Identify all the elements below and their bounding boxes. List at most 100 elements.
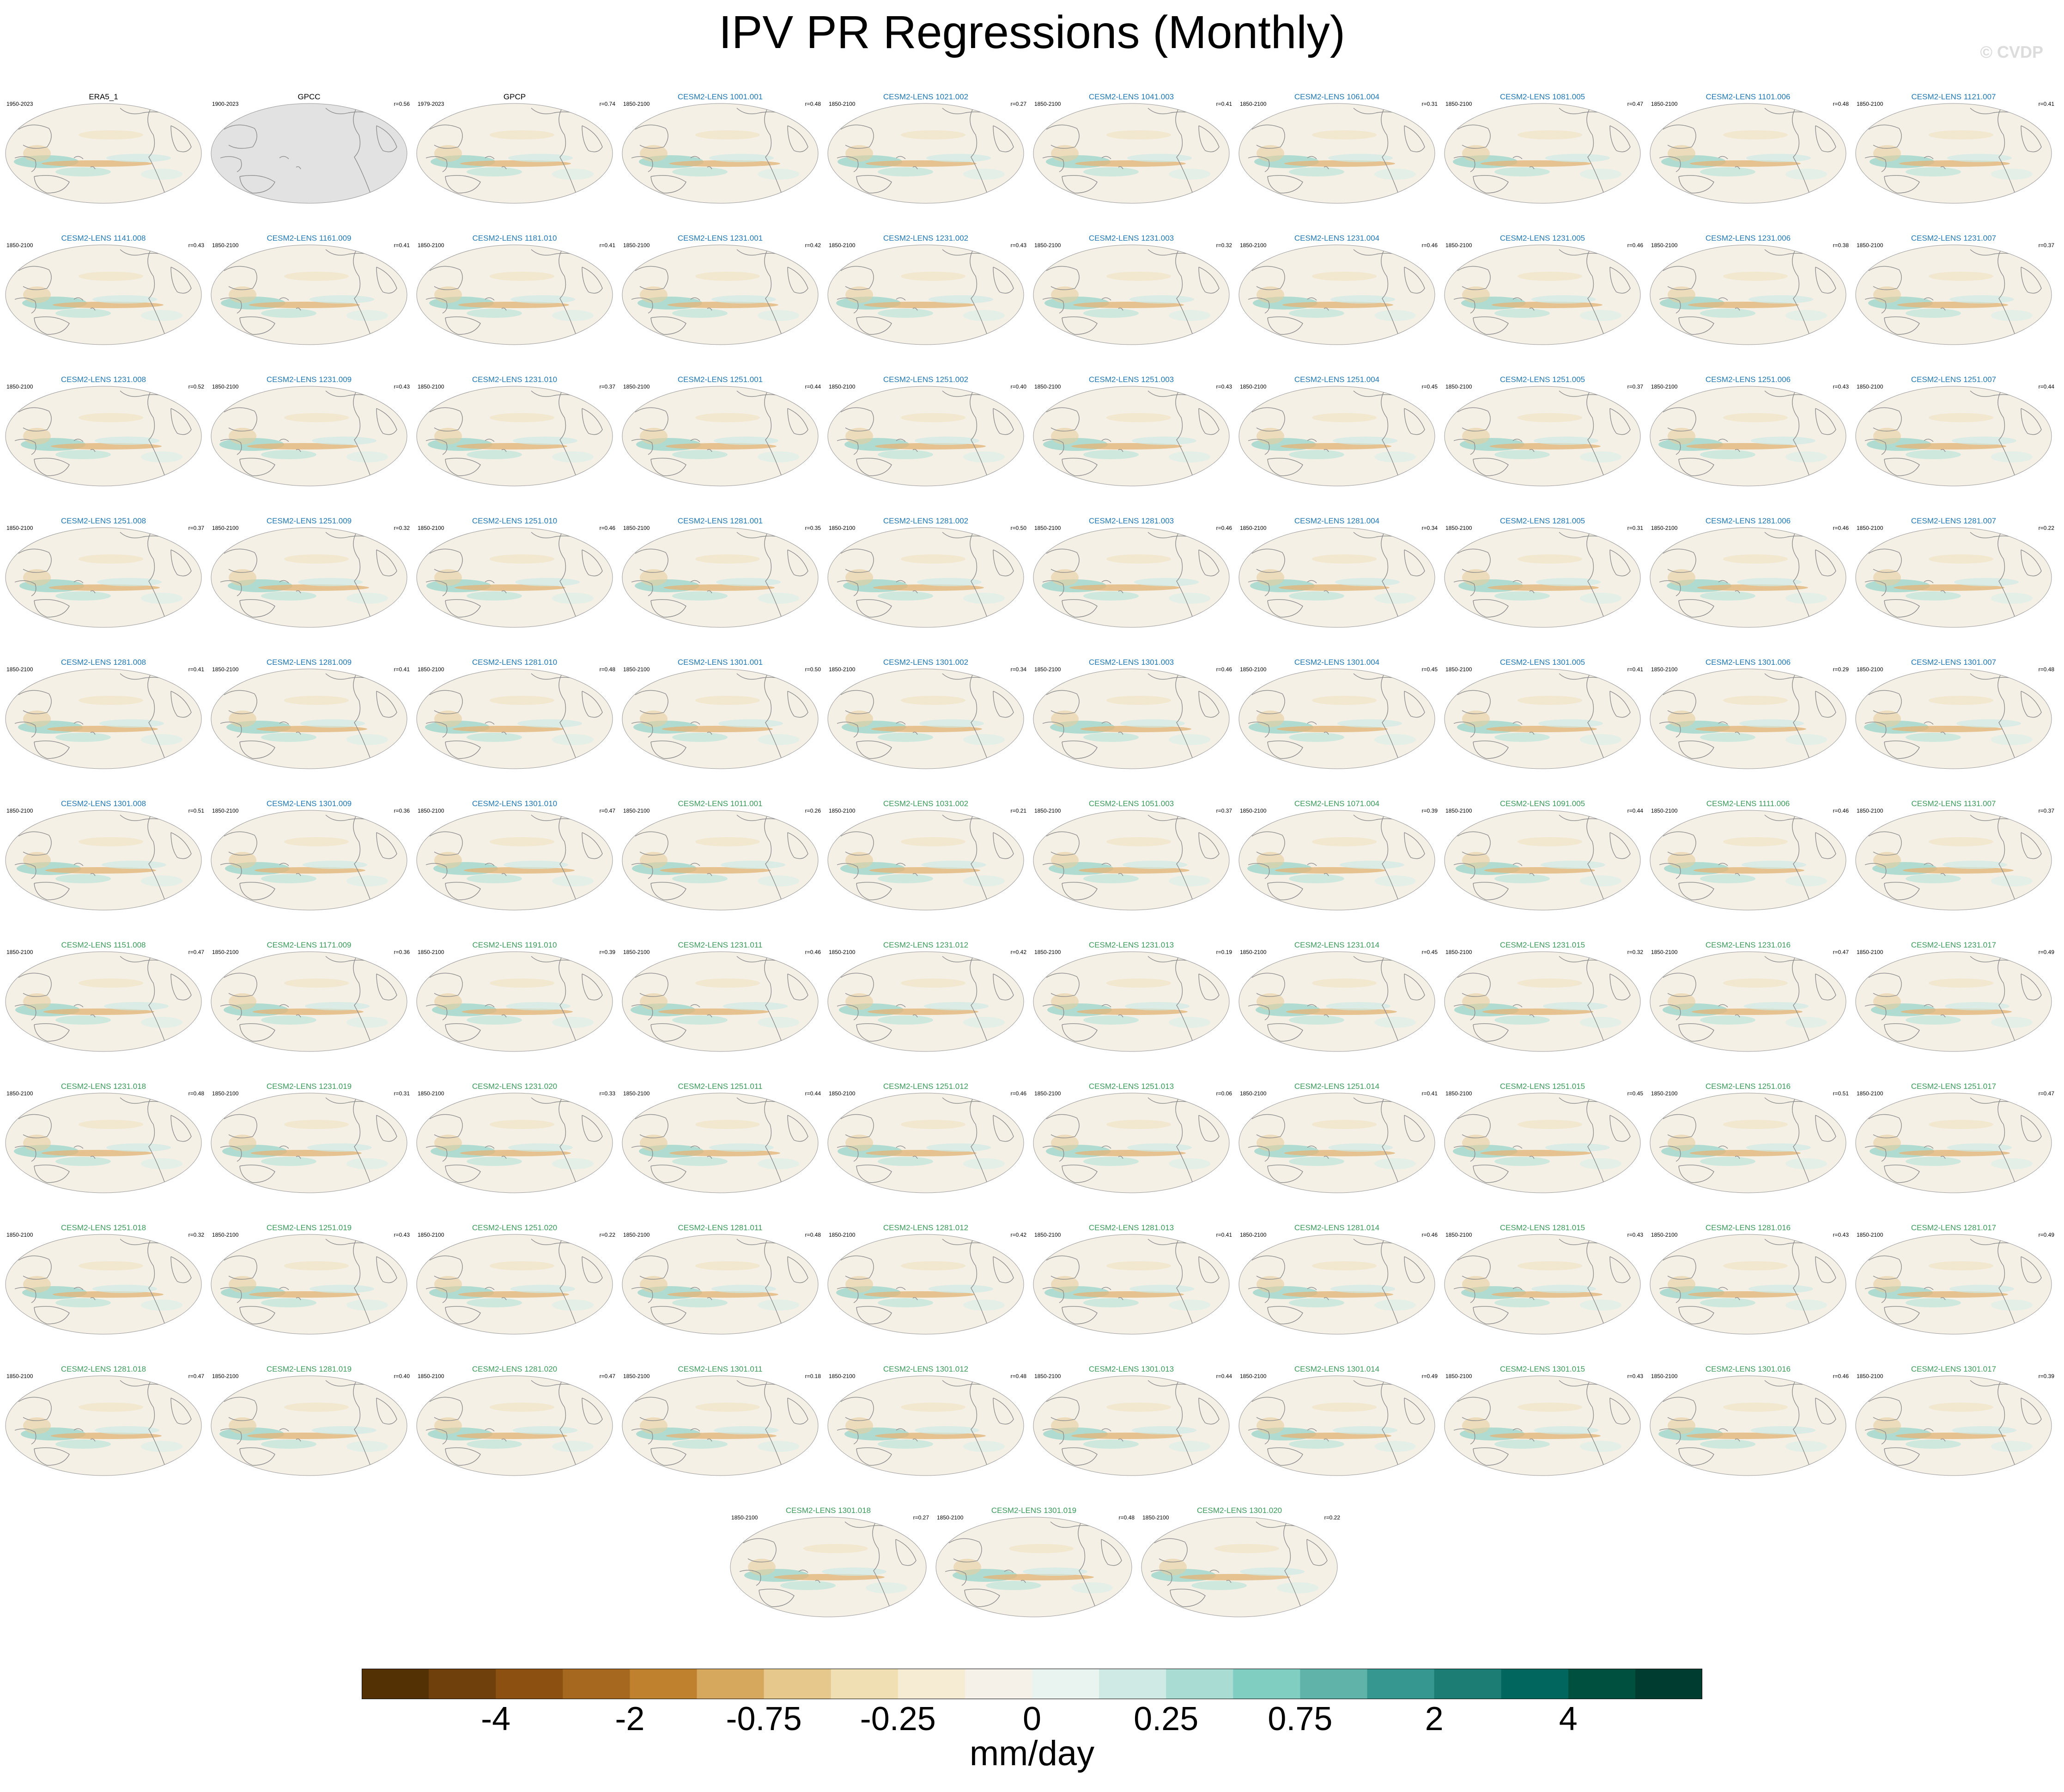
regression-shading [247,1433,358,1439]
coastline [1473,458,1509,476]
coastline [1404,832,1425,859]
regression-shading [1275,867,1386,874]
coastline [485,438,495,442]
regression-shading [467,1015,522,1025]
coastline [353,248,372,339]
regression-shading [79,696,143,705]
coastline [147,814,167,905]
coastline [787,832,808,859]
map-border [416,527,613,628]
map-border [5,951,202,1052]
coastline [1323,1014,1329,1018]
regression-shading [1737,578,1802,586]
coastline [635,548,668,573]
coastline [840,1255,874,1280]
coastline [1267,599,1303,618]
coastline [1940,873,1946,876]
panel-title: CESM2-LENS 1021.002 [883,92,969,101]
panel-title: CESM2-LENS 1111.006 [1706,799,1790,808]
regression-shading [1700,733,1755,742]
map-border [5,244,202,345]
panel-pattern-correlation: r=0.32 [1216,242,1232,249]
panel-pattern-correlation: r=0.51 [1833,1090,1849,1097]
regression-shading [723,1002,788,1010]
panel-pattern-correlation: r=0.32 [1627,949,1643,955]
map-border [1855,527,2052,628]
map-plot [211,244,407,345]
map-plot [1238,1234,1435,1335]
colorbar-segment [1300,1669,1367,1699]
regression-shading [467,1440,522,1449]
coastline [1792,107,1811,198]
panel-title: CESM2-LENS 1251.004 [1294,375,1380,384]
regression-shading [506,1002,571,1010]
regression-shading [901,130,965,140]
coastline [582,267,603,294]
coastline [650,175,686,194]
coastline [1663,972,1696,997]
coastline [650,1165,686,1183]
regression-shading [1543,1002,1608,1010]
coastline [1512,438,1523,442]
coastline [1175,672,1195,763]
coastline [993,1256,1014,1283]
map-panel: CESM2-LENS 1051.003 1850-2100 r=0.37 [1030,799,1233,938]
coastline [220,1146,242,1162]
coastline [34,175,70,194]
panel-pattern-correlation: r=0.37 [1216,808,1232,814]
panel-title: CESM2-LENS 1281.016 [1705,1223,1791,1232]
regression-shading [963,1441,1005,1452]
regression-shading [1326,1002,1390,1010]
panel-period: 1850-2100 [1034,1232,1061,1238]
panel-period: 1850-2100 [1857,383,1883,390]
coastline [1924,580,1934,583]
coastline [1718,721,1728,725]
coastline [429,407,463,431]
panel-period: 1850-2100 [212,242,239,249]
map-panel: CESM2-LENS 1281.020 1850-2100 r=0.47 [413,1365,616,1503]
regression-shading [141,1158,182,1169]
coastline [1792,1379,1811,1470]
coastline [1663,407,1696,431]
map-plot [1650,1375,1846,1476]
panel-pattern-correlation: r=0.46 [1216,666,1232,673]
map-plot [1238,1093,1435,1193]
map-plot [5,1375,202,1476]
map-border [5,668,202,769]
coastline [558,1238,578,1329]
coastline [1884,741,1920,759]
coastline [1118,166,1123,170]
map-border [1444,951,1641,1052]
coastline [1175,1096,1195,1187]
map-panel: CESM2-LENS 1281.018 1850-2100 r=0.47 [2,1365,205,1503]
coastline [856,1447,892,1466]
regression-shading [1374,875,1416,887]
colorbar-segment [831,1669,898,1699]
coastline [1940,1155,1946,1159]
panel-title: CESM2-LENS 1301.013 [1088,1365,1174,1373]
panel-pattern-correlation: r=0.49 [1421,1373,1438,1379]
regression-shading [1481,160,1591,167]
map-plot [5,951,202,1052]
regression-shading [1132,437,1196,445]
panel-period: 1850-2100 [1445,1373,1472,1379]
coastline [376,832,397,859]
coastline [764,531,783,622]
coastline [1663,690,1696,714]
panel-period: 1850-2100 [6,1373,33,1379]
map-plot [827,386,1024,486]
panel-period: 1850-2100 [6,1090,33,1097]
regression-shading [1289,1015,1344,1025]
regression-shading [106,1143,171,1152]
coastline [970,248,989,339]
regression-shading [1518,696,1582,705]
regression-shading [1873,711,1901,727]
coastline [1792,955,1811,1046]
coastline [1404,1397,1425,1425]
regression-shading [1134,578,1199,586]
map-border [1238,951,1435,1052]
regression-shading [55,1015,111,1025]
panel-pattern-correlation: r=0.41 [1627,666,1643,673]
coastline [1323,731,1329,735]
